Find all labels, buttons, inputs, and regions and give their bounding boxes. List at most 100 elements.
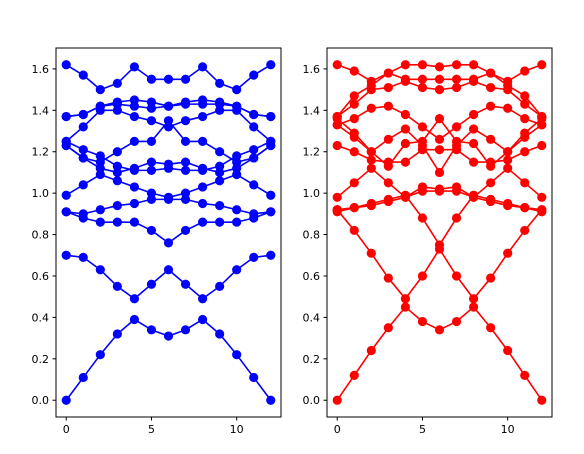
data-point bbox=[232, 157, 242, 167]
data-point bbox=[468, 294, 479, 304]
data-point bbox=[400, 302, 411, 312]
y-tick-label: 0.2 bbox=[32, 353, 50, 366]
data-point bbox=[112, 147, 122, 157]
data-point bbox=[486, 196, 496, 207]
axes-frame bbox=[326, 47, 553, 418]
data-point bbox=[520, 66, 530, 76]
series-0 bbox=[332, 302, 547, 405]
data-point bbox=[503, 147, 513, 157]
data-point bbox=[78, 252, 88, 262]
series-8 bbox=[61, 116, 276, 167]
data-point bbox=[61, 395, 71, 405]
data-point bbox=[146, 325, 157, 335]
data-point bbox=[383, 134, 393, 144]
data-point bbox=[383, 273, 393, 283]
data-point bbox=[146, 188, 157, 198]
data-point bbox=[417, 122, 428, 132]
x-tick-label: 10 bbox=[501, 423, 515, 436]
data-point bbox=[215, 147, 225, 157]
data-point bbox=[400, 74, 411, 84]
y-tick-label: 0.2 bbox=[303, 353, 321, 366]
data-point bbox=[349, 178, 359, 188]
data-point bbox=[520, 225, 530, 236]
data-point bbox=[520, 203, 530, 213]
data-point bbox=[249, 70, 259, 80]
data-point bbox=[197, 136, 208, 146]
data-point bbox=[486, 178, 496, 188]
data-point bbox=[400, 294, 411, 304]
data-point bbox=[180, 325, 191, 335]
data-point bbox=[146, 116, 157, 126]
data-point bbox=[451, 122, 462, 132]
data-point bbox=[78, 122, 88, 132]
data-point bbox=[163, 238, 174, 248]
data-point bbox=[349, 66, 359, 76]
data-point bbox=[349, 99, 359, 109]
data-point bbox=[78, 145, 88, 155]
data-point bbox=[112, 176, 122, 186]
data-point bbox=[215, 99, 225, 109]
data-point bbox=[215, 281, 225, 291]
data-point bbox=[520, 178, 530, 188]
data-point bbox=[349, 147, 359, 157]
data-point bbox=[266, 207, 276, 217]
data-point bbox=[78, 180, 88, 190]
data-point bbox=[112, 99, 122, 109]
data-point bbox=[366, 345, 376, 356]
data-point bbox=[146, 136, 157, 146]
data-point bbox=[78, 70, 88, 80]
y-tick-label: 1.0 bbox=[32, 187, 50, 200]
data-point bbox=[232, 205, 242, 215]
data-point bbox=[520, 147, 530, 157]
data-point bbox=[266, 140, 276, 151]
data-point bbox=[180, 188, 191, 198]
data-point bbox=[163, 74, 174, 84]
data-point bbox=[129, 165, 140, 175]
data-point bbox=[349, 91, 359, 101]
data-point bbox=[61, 250, 71, 260]
y-tick-label: 0.4 bbox=[32, 311, 50, 324]
data-point bbox=[215, 176, 225, 186]
data-point bbox=[180, 157, 191, 167]
data-point bbox=[78, 109, 88, 120]
data-point bbox=[249, 372, 259, 383]
data-point bbox=[417, 271, 428, 281]
data-point bbox=[197, 217, 208, 227]
data-point bbox=[266, 395, 276, 405]
data-point bbox=[232, 265, 242, 275]
data-point bbox=[95, 205, 105, 215]
data-point bbox=[180, 99, 191, 109]
data-point bbox=[417, 186, 428, 196]
data-point bbox=[503, 248, 513, 258]
data-point bbox=[349, 114, 359, 124]
right-plot: 0 5 10 0.0 0.2 0.4 0.6 0.8 1.0 1.2 1.4 1.6 bbox=[303, 47, 553, 436]
data-point bbox=[468, 192, 479, 202]
data-point bbox=[332, 60, 342, 70]
data-point bbox=[468, 109, 479, 120]
y-tick-label: 0.8 bbox=[32, 229, 50, 242]
data-point bbox=[129, 111, 140, 122]
data-point bbox=[129, 314, 140, 325]
data-point bbox=[366, 248, 376, 258]
data-point bbox=[366, 80, 376, 91]
data-point bbox=[197, 62, 208, 72]
data-point bbox=[486, 161, 496, 171]
data-point bbox=[486, 68, 496, 78]
data-point bbox=[486, 134, 496, 144]
data-point bbox=[537, 111, 547, 122]
x-tick-label: 10 bbox=[230, 423, 244, 436]
data-point bbox=[61, 60, 71, 70]
data-point bbox=[434, 167, 445, 178]
data-point bbox=[249, 153, 259, 163]
data-point bbox=[486, 273, 496, 283]
data-point bbox=[434, 114, 445, 124]
y-tick-label: 1.2 bbox=[32, 146, 50, 159]
y-tick-label: 1.4 bbox=[303, 104, 321, 117]
data-point bbox=[451, 60, 462, 70]
data-point bbox=[520, 91, 530, 101]
data-point bbox=[332, 395, 342, 405]
y-tick-label: 1.6 bbox=[303, 63, 321, 76]
data-point bbox=[112, 281, 122, 291]
data-point bbox=[537, 395, 547, 405]
data-point bbox=[520, 114, 530, 124]
